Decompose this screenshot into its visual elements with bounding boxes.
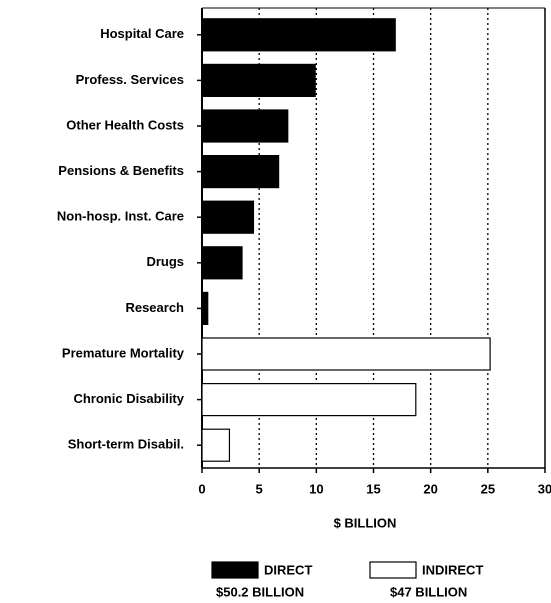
bar xyxy=(201,383,417,417)
bar xyxy=(201,337,491,371)
legend-swatch xyxy=(211,561,259,579)
x-tick-label: 25 xyxy=(481,481,495,496)
y-tick-label: Hospital Care xyxy=(100,26,184,41)
bar xyxy=(201,291,209,325)
bar xyxy=(201,200,255,234)
bar xyxy=(201,63,316,98)
legend-label: DIRECT xyxy=(264,562,312,577)
bar xyxy=(201,18,396,52)
legend-total: $47 BILLION xyxy=(390,584,467,599)
y-tick-label: Pensions & Benefits xyxy=(58,163,184,178)
legend-label: INDIRECT xyxy=(422,562,483,577)
y-tick-label: Drugs xyxy=(146,254,184,269)
x-axis-label: $ BILLION xyxy=(334,515,397,530)
x-tick-label: 0 xyxy=(198,481,205,496)
bar xyxy=(201,109,289,143)
legend-swatch xyxy=(369,561,417,579)
x-tick-label: 20 xyxy=(423,481,437,496)
x-tick-label: 15 xyxy=(366,481,380,496)
y-tick-label: Short-term Disabil. xyxy=(68,437,184,452)
x-tick-label: 30 xyxy=(538,481,551,496)
y-tick-label: Other Health Costs xyxy=(66,117,184,132)
x-tick-label: 10 xyxy=(309,481,323,496)
x-tick-label: 5 xyxy=(256,481,263,496)
legend-total: $50.2 BILLION xyxy=(216,584,304,599)
y-tick-label: Research xyxy=(125,300,184,315)
y-tick-label: Profess. Services xyxy=(76,72,184,87)
bar xyxy=(201,155,280,189)
bar xyxy=(201,428,231,462)
y-tick-label: Non-hosp. Inst. Care xyxy=(57,209,184,224)
bar xyxy=(201,246,243,280)
y-tick-label: Premature Mortality xyxy=(62,345,185,360)
y-tick-label: Chronic Disability xyxy=(73,391,184,406)
